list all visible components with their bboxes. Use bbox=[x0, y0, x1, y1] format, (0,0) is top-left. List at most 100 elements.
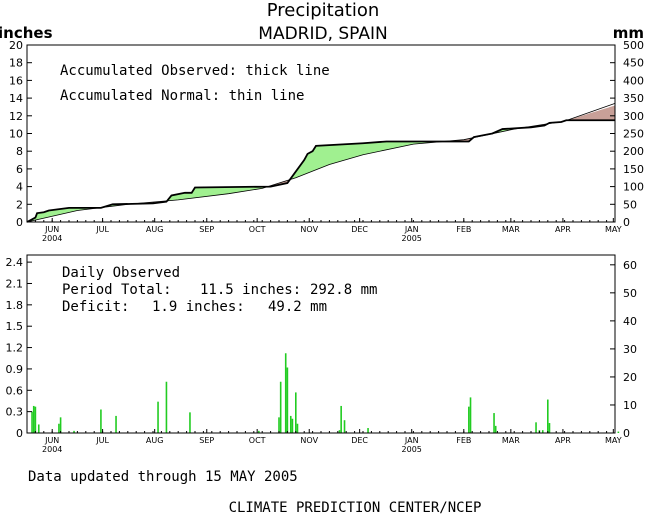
bottom-ytick-label-right-4: 40 bbox=[623, 315, 637, 328]
top-ytick-label-right-1: 50 bbox=[623, 198, 637, 211]
bottom-month-label-2: AUG bbox=[146, 436, 164, 445]
top-ytick-label-left-1: 2 bbox=[16, 198, 23, 211]
top-month-label-3: SEP bbox=[199, 225, 214, 234]
ylabel-left-inches: inches bbox=[0, 24, 53, 42]
period-total-mm: 292.8 mm bbox=[310, 282, 377, 298]
top-month-label-7: JAN bbox=[404, 225, 419, 234]
daily-bar-8 bbox=[115, 415, 117, 433]
daily-bar-21 bbox=[338, 430, 341, 433]
top-year-label-0: 2004 bbox=[42, 234, 62, 243]
top-month-label-0: JUN bbox=[44, 225, 59, 234]
daily-bar-1 bbox=[32, 405, 35, 433]
ylabel-right-mm: mm bbox=[613, 24, 644, 42]
daily-bar-22 bbox=[340, 405, 342, 433]
daily-bar-20 bbox=[296, 423, 299, 433]
daily-bar-3 bbox=[37, 424, 40, 433]
daily-bar-18 bbox=[291, 418, 294, 433]
top-ytick-label-right-7: 350 bbox=[623, 92, 644, 105]
top-month-label-10: APR bbox=[555, 225, 571, 234]
bottom-month-label-11: MAY bbox=[605, 436, 622, 445]
surplus-area-0 bbox=[27, 207, 100, 222]
deficit-label: Deficit: bbox=[62, 299, 129, 315]
daily-bar-23 bbox=[343, 420, 346, 433]
top-ytick-label-left-6: 12 bbox=[9, 110, 23, 123]
top-ytick-label-right-5: 250 bbox=[623, 128, 644, 141]
daily-bar-26 bbox=[469, 397, 472, 433]
top-ytick-label-left-5: 10 bbox=[9, 128, 23, 141]
daily-bar-34 bbox=[617, 431, 620, 433]
top-ytick-label-left-3: 6 bbox=[16, 163, 23, 176]
daily-bar-10 bbox=[165, 381, 168, 433]
bottom-month-label-9: MAR bbox=[502, 436, 520, 445]
daily-bar-9 bbox=[157, 401, 159, 433]
daily-bar-19 bbox=[295, 392, 297, 433]
top-ytick-label-left-2: 4 bbox=[16, 181, 23, 194]
bottom-month-label-7: JAN bbox=[404, 436, 419, 445]
bottom-month-label-3: SEP bbox=[199, 436, 214, 445]
daily-bar-27 bbox=[493, 413, 495, 433]
daily-bar-13 bbox=[278, 417, 280, 433]
period-total-inches: 11.5 inches: bbox=[200, 282, 301, 298]
top-ytick-label-right-2: 100 bbox=[623, 181, 644, 194]
daily-bar-25 bbox=[468, 406, 470, 433]
legend-observed: Accumulated Observed: thick line bbox=[60, 63, 330, 79]
chart-title: Precipitation bbox=[267, 0, 380, 21]
daily-bar-14 bbox=[279, 381, 282, 433]
top-ytick-label-right-8: 400 bbox=[623, 74, 644, 87]
legend-normal: Accumulated Normal: thin line bbox=[60, 88, 304, 104]
top-ytick-label-left-7: 14 bbox=[9, 92, 23, 105]
bottom-month-label-10: APR bbox=[555, 436, 571, 445]
top-year-label-7: 2005 bbox=[402, 234, 422, 243]
bottom-month-label-0: JUN bbox=[44, 436, 59, 445]
bottom-ytick-label-left-0: 0 bbox=[16, 427, 23, 440]
bottom-ytick-label-left-5: 1.5 bbox=[6, 320, 24, 333]
deficit-inches: 1.9 inches: bbox=[152, 299, 245, 315]
bottom-ytick-label-right-0: 0 bbox=[623, 427, 630, 440]
top-ytick-label-right-10: 500 bbox=[623, 39, 644, 52]
footer-credit: CLIMATE PREDICTION CENTER/NCEP bbox=[229, 500, 482, 516]
deficit-area-13 bbox=[567, 105, 615, 121]
top-ytick-label-right-9: 450 bbox=[623, 57, 644, 70]
daily-bar-32 bbox=[547, 399, 549, 433]
bottom-month-label-5: NOV bbox=[300, 436, 318, 445]
daily-bar-7 bbox=[100, 409, 102, 433]
bottom-ytick-label-left-1: 0.3 bbox=[6, 406, 24, 419]
chart-subtitle: MADRID, SPAIN bbox=[258, 24, 387, 44]
top-month-label-2: AUG bbox=[146, 225, 164, 234]
accumulated-axes: 0246810121416182005010015020025030035040… bbox=[9, 39, 644, 243]
daily-bar-5 bbox=[59, 417, 62, 433]
top-ytick-label-right-0: 0 bbox=[623, 216, 630, 229]
deficit-area-7 bbox=[443, 137, 474, 142]
bottom-ytick-label-left-4: 1.2 bbox=[6, 342, 24, 355]
bottom-ytick-label-left-6: 1.8 bbox=[6, 299, 24, 312]
bottom-month-label-1: JUL bbox=[95, 436, 109, 445]
daily-bar-4 bbox=[58, 423, 60, 433]
top-month-label-1: JUL bbox=[95, 225, 109, 234]
top-ytick-label-left-10: 20 bbox=[9, 39, 23, 52]
daily-bar-12 bbox=[258, 430, 260, 433]
bottom-ytick-label-left-8: 2.4 bbox=[6, 256, 24, 269]
daily-title: Daily Observed bbox=[62, 265, 180, 281]
daily-bar-15 bbox=[284, 353, 287, 433]
top-month-label-5: NOV bbox=[300, 225, 318, 234]
bottom-ytick-label-left-7: 2.1 bbox=[6, 277, 24, 290]
surplus-area-6 bbox=[289, 141, 444, 180]
accumulated-observed-line bbox=[26, 119, 615, 223]
top-ytick-label-left-4: 8 bbox=[16, 145, 23, 158]
bottom-ytick-label-right-3: 30 bbox=[623, 343, 637, 356]
daily-axes: 0 0.3 0.6 0.9 1.2 1.5 1.8 2.1 2.4 0 10 20 30 40 50 60 JU… bbox=[6, 256, 638, 454]
bottom-month-label-6: DEC bbox=[351, 436, 368, 445]
daily-bar-11 bbox=[189, 412, 191, 433]
bottom-year-label-0: 2004 bbox=[42, 445, 62, 454]
period-total-label: Period Total: bbox=[62, 282, 172, 298]
bottom-ytick-label-left-3: 0.9 bbox=[6, 363, 24, 376]
daily-bar-0 bbox=[31, 411, 33, 433]
top-month-label-11: MAY bbox=[605, 225, 622, 234]
bottom-ytick-label-right-6: 60 bbox=[623, 259, 637, 272]
bottom-ytick-label-right-1: 10 bbox=[623, 399, 637, 412]
top-month-label-4: OCT bbox=[249, 225, 266, 234]
daily-bar-28 bbox=[494, 425, 497, 433]
daily-bar-17 bbox=[289, 415, 292, 433]
deficit-mm: 49.2 mm bbox=[268, 299, 327, 315]
